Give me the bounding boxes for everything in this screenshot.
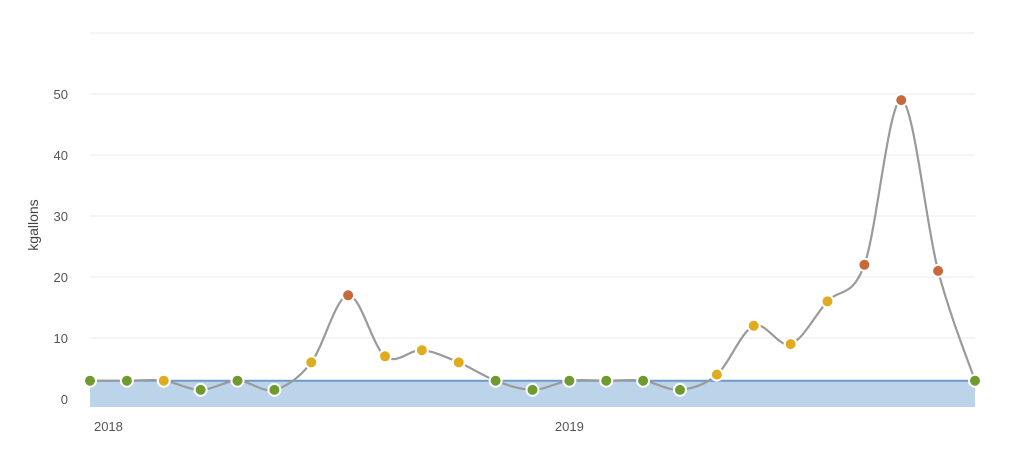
y-tick-label: 20 xyxy=(54,270,68,285)
data-points xyxy=(83,93,982,397)
data-point-medium[interactable] xyxy=(746,318,761,333)
data-point-medium[interactable] xyxy=(820,294,835,309)
data-point-low[interactable] xyxy=(636,373,651,388)
data-point-low[interactable] xyxy=(599,373,614,388)
grid-lines xyxy=(90,32,975,339)
data-point-high[interactable] xyxy=(341,288,356,303)
y-tick-label: 40 xyxy=(54,148,68,163)
data-point-low[interactable] xyxy=(119,373,134,388)
data-point-low[interactable] xyxy=(525,382,540,397)
data-point-high[interactable] xyxy=(894,93,909,108)
x-tick-label: 2018 xyxy=(94,419,123,434)
y-tick-label: 0 xyxy=(61,392,68,407)
data-point-medium[interactable] xyxy=(414,343,429,358)
data-point-low[interactable] xyxy=(267,382,282,397)
y-axis-title: kgallons xyxy=(25,199,41,250)
data-point-medium[interactable] xyxy=(783,337,798,352)
data-point-medium[interactable] xyxy=(709,367,724,382)
series-line-path xyxy=(88,98,977,392)
data-point-low[interactable] xyxy=(230,373,245,388)
y-tick-label: 10 xyxy=(54,331,68,346)
data-point-low[interactable] xyxy=(673,382,687,397)
data-point-medium[interactable] xyxy=(378,349,392,364)
y-tick-labels: 0 10 20 30 40 50 xyxy=(54,87,68,407)
data-point-high[interactable] xyxy=(931,263,946,278)
data-point-low[interactable] xyxy=(83,373,97,388)
x-tick-labels: 2018 2019 xyxy=(94,419,584,434)
y-tick-label: 30 xyxy=(54,209,68,224)
data-point-low[interactable] xyxy=(562,373,577,388)
data-point-medium[interactable] xyxy=(451,355,466,370)
y-tick-label: 50 xyxy=(54,87,68,102)
data-point-low[interactable] xyxy=(193,382,208,397)
data-point-low[interactable] xyxy=(968,373,982,388)
data-point-low[interactable] xyxy=(488,373,503,388)
data-point-high[interactable] xyxy=(857,257,872,272)
data-point-medium[interactable] xyxy=(156,373,171,388)
x-tick-label: 2019 xyxy=(555,419,584,434)
data-point-medium[interactable] xyxy=(304,355,319,370)
series-line xyxy=(88,98,977,392)
